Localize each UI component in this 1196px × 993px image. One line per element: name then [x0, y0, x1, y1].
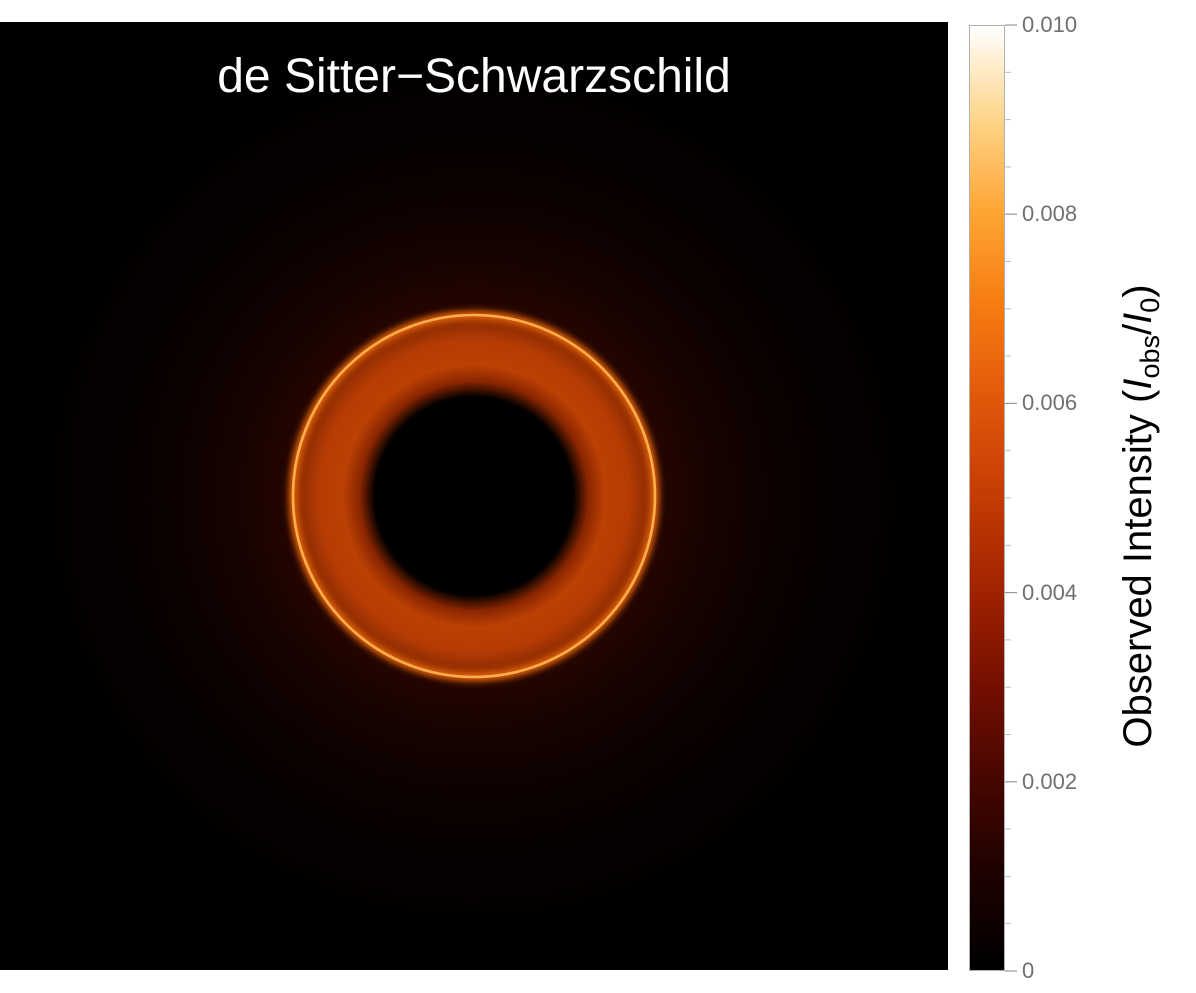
- colorbar-tick-label: 0: [1022, 958, 1035, 983]
- colorbar-ticks: [1005, 24, 1017, 972]
- colorbar-label-sub-0: 0: [1135, 297, 1165, 313]
- colorbar-label-prefix: Observed Intensity (: [1116, 389, 1160, 748]
- colorbar-label-suffix: ): [1116, 284, 1160, 298]
- colorbar-label: Observed Intensity (Iobs/I0): [1114, 284, 1165, 748]
- colorbar-tick-label: 0.010: [1022, 12, 1078, 37]
- black-hole-image: [0, 22, 948, 970]
- colorbar-tick-label: 0.008: [1022, 201, 1078, 227]
- colorbar-tick-label: 0.002: [1022, 768, 1078, 794]
- shadow-region: [375, 397, 573, 595]
- colorbar-label-sub-obs: obs: [1135, 335, 1165, 379]
- colorbar-gradient: [969, 25, 1005, 971]
- intensity-image-panel: de Sitter−Schwarzschild: [0, 22, 948, 970]
- colorbar-label-I-0: I: [1116, 312, 1160, 324]
- photon-ring: [291, 313, 657, 679]
- colorbar-tick-label: 0.004: [1022, 579, 1078, 605]
- chart-title: de Sitter−Schwarzschild: [217, 50, 731, 103]
- colorbar-label-I-obs: I: [1116, 378, 1160, 390]
- colorbar-tick-label: 0.006: [1022, 390, 1078, 416]
- colorbar-label-slash: /: [1116, 323, 1160, 335]
